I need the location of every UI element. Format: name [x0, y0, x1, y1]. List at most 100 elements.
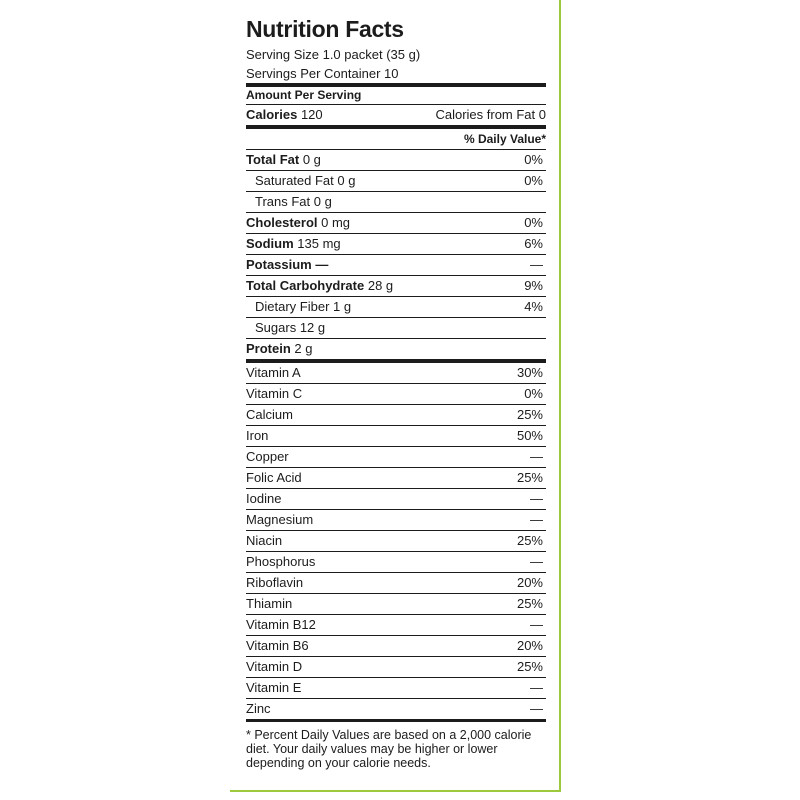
vitamin-dv: — [530, 449, 543, 464]
vitamin-row: Vitamin B6 20% [246, 636, 546, 657]
nutrient-label: Saturated Fat [255, 173, 334, 188]
nutrient-row: Sugars 12 g [246, 318, 546, 339]
vitamin-label: Vitamin E [246, 680, 302, 695]
nutrient-dv: 0% [524, 173, 543, 188]
nutrient-dv: 6% [524, 236, 543, 251]
vitamin-label: Thiamin [246, 596, 293, 611]
vitamin-row: Folic Acid 25% [246, 468, 546, 489]
calories-label: Calories [246, 107, 298, 122]
servings-per-container: Servings Per Container 10 [246, 66, 399, 81]
vitamin-row: Iron 50% [246, 426, 546, 447]
vitamin-label: Iron [246, 428, 269, 443]
vitamin-label: Phosphorus [246, 554, 316, 569]
nutrient-label: Trans Fat [255, 194, 311, 209]
vitamin-row: Vitamin C 0% [246, 384, 546, 405]
calories-from-fat: Calories from Fat 0 [435, 107, 546, 122]
vitamin-row: Vitamin E — [246, 678, 546, 699]
nutrient-row: Saturated Fat 0 g 0% [246, 171, 546, 192]
vitamin-dv: 20% [516, 638, 543, 653]
vitamin-dv: — [530, 617, 543, 632]
vitamin-dv: — [530, 491, 543, 506]
footnote: * Percent Daily Values are based on a 2,… [246, 728, 532, 770]
nutrient-amount: — [315, 257, 329, 272]
nutrient-dv: 0% [524, 215, 543, 230]
vitamin-row: Vitamin A 30% [246, 363, 546, 384]
vitamin-row: Riboflavin 20% [246, 573, 546, 594]
nutrient-row: Sodium 135 mg 6% [246, 234, 546, 255]
vitamin-row: Phosphorus — [246, 552, 546, 573]
vitamin-row: Vitamin D 25% [246, 657, 546, 678]
nutrient-label: Total Fat [246, 152, 300, 167]
vitamin-label: Vitamin C [246, 386, 303, 401]
vitamin-row: Thiamin 25% [246, 594, 546, 615]
vitamin-label: Magnesium [246, 512, 314, 527]
calories-row: Calories 120 Calories from Fat 0 [246, 105, 546, 126]
thick-divider [246, 83, 546, 87]
vitamin-row: Niacin 25% [246, 531, 546, 552]
vitamin-dv: — [530, 512, 543, 527]
nutrition-title: Nutrition Facts [246, 16, 404, 42]
daily-value-header: % Daily Value* [246, 129, 546, 150]
nutrient-amount: 2 g [294, 341, 313, 356]
nutrient-dv: — [530, 257, 543, 272]
nutrient-row: Total Carbohydrate 28 g 9% [246, 276, 546, 297]
nutrient-amount: 135 mg [297, 236, 341, 251]
vitamin-dv: — [530, 701, 543, 716]
nutrient-label: Total Carbohydrate [246, 278, 365, 293]
vitamin-list: Vitamin A 30% Vitamin C 0% Calcium 25% Iron 50%… [246, 363, 546, 719]
nutrient-amount: 0 mg [321, 215, 351, 230]
vitamin-dv: 25% [516, 596, 543, 611]
vitamin-dv: 20% [516, 575, 543, 590]
amount-per-serving: Amount Per Serving [246, 87, 546, 105]
vitamin-dv: 25% [516, 533, 543, 548]
thick-divider [246, 359, 546, 363]
vitamin-label: Riboflavin [246, 575, 304, 590]
vitamin-row: Vitamin B12 — [246, 615, 546, 636]
nutrient-row: Protein 2 g [246, 339, 546, 359]
vitamin-dv: 25% [516, 659, 543, 674]
vitamin-label: Calcium [246, 407, 293, 422]
nutrient-row: Total Fat 0 g 0% [246, 150, 546, 171]
nutrition-facts-panel: Nutrition Facts Serving Size 1.0 packet … [246, 14, 546, 770]
nutrient-label: Protein [246, 341, 291, 356]
serving-size: Serving Size 1.0 packet (35 g) [246, 47, 421, 62]
nutrient-amount: 0 g [337, 173, 356, 188]
nutrient-amount: 12 g [299, 320, 326, 335]
vitamin-label: Iodine [246, 491, 282, 506]
vitamin-label: Vitamin B6 [246, 638, 309, 653]
nutrient-dv: 0% [524, 152, 543, 167]
medium-divider [246, 719, 546, 722]
nutrient-row: Cholesterol 0 mg 0% [246, 213, 546, 234]
vitamin-label: Vitamin B12 [246, 617, 316, 632]
medium-divider [246, 126, 546, 129]
vitamin-row: Copper — [246, 447, 546, 468]
nutrient-amount: 1 g [333, 299, 352, 314]
nutrient-dv: 9% [524, 278, 543, 293]
nutrient-amount: 28 g [367, 278, 394, 293]
vitamin-label: Copper [246, 449, 289, 464]
calories-value: 120 [300, 107, 323, 122]
vitamin-label: Vitamin A [246, 365, 301, 380]
nutrient-row: Dietary Fiber 1 g 4% [246, 297, 546, 318]
nutrient-label: Sugars [255, 320, 297, 335]
vitamin-dv: — [530, 680, 543, 695]
nutrient-label: Sodium [246, 236, 294, 251]
nutrient-row: Potassium — — [246, 255, 546, 276]
nutrient-label: Cholesterol [246, 215, 318, 230]
vitamin-row: Iodine — [246, 489, 546, 510]
vitamin-row: Zinc — [246, 699, 546, 719]
nutrient-label: Potassium [246, 257, 312, 272]
vitamin-dv: 50% [516, 428, 543, 443]
nutrient-amount: 0 g [313, 194, 332, 209]
vitamin-row: Magnesium — [246, 510, 546, 531]
vitamin-label: Folic Acid [246, 470, 302, 485]
vitamin-label: Vitamin D [246, 659, 303, 674]
vitamin-dv: 25% [516, 407, 543, 422]
vitamin-row: Calcium 25% [246, 405, 546, 426]
vitamin-dv: — [530, 554, 543, 569]
nutrient-amount: 0 g [302, 152, 321, 167]
nutrient-label: Dietary Fiber [255, 299, 330, 314]
nutrient-row: Trans Fat 0 g [246, 192, 546, 213]
vitamin-dv: 25% [516, 470, 543, 485]
vitamin-label: Niacin [246, 533, 283, 548]
